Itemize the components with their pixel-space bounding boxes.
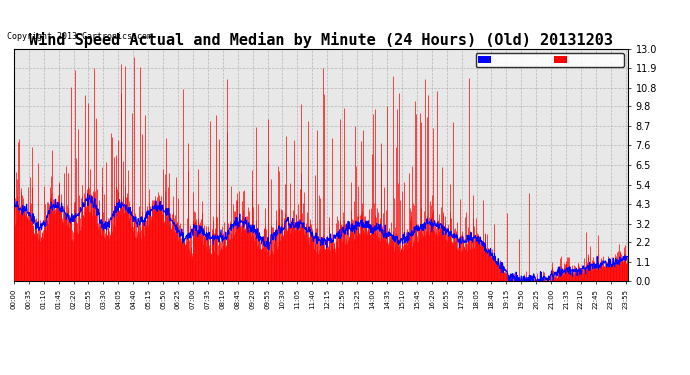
Title: Wind Speed Actual and Median by Minute (24 Hours) (Old) 20131203: Wind Speed Actual and Median by Minute (… <box>29 32 613 48</box>
Text: Copyright 2013 Cartronics.com: Copyright 2013 Cartronics.com <box>7 32 152 41</box>
Legend: Median (mph), Wind  (mph): Median (mph), Wind (mph) <box>475 53 624 67</box>
